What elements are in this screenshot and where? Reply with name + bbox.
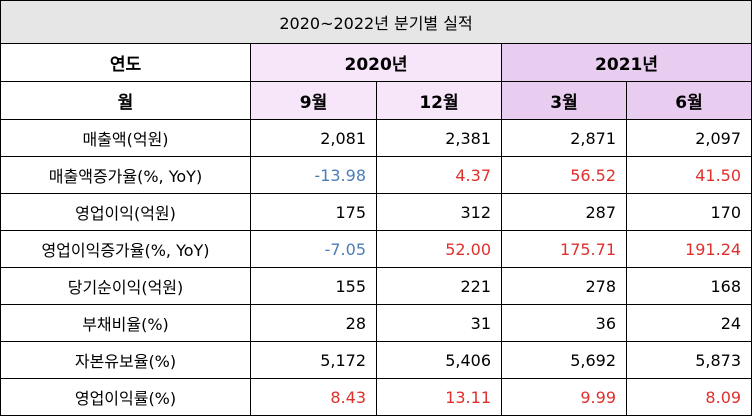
value-cell: 31 [376, 304, 502, 342]
value-cell: 36 [501, 304, 627, 342]
value-cell: 287 [501, 193, 627, 231]
value-cell: 5,692 [501, 341, 627, 379]
value-cell: 41.50 [625, 156, 752, 194]
value-cell: 8.09 [625, 378, 752, 416]
table-row: 당기순이익(억원) 155 221 278 168 [0, 267, 752, 305]
table-row: 영업이익(억원) 175 312 287 170 [0, 193, 752, 231]
table-row: 매출액(억원) 2,081 2,381 2,871 2,097 [0, 119, 752, 157]
value-cell: 13.11 [376, 378, 502, 416]
quarter-header-2020-12: 12월 [376, 81, 502, 120]
row-label: 매출액증가율(%, YoY) [0, 156, 251, 194]
value-cell: 52.00 [376, 230, 502, 268]
quarter-header-2021-06: 6월 [625, 81, 752, 120]
value-cell: 8.43 [250, 378, 377, 416]
value-cell: 4.37 [376, 156, 502, 194]
row-label: 매출액(억원) [0, 119, 251, 157]
quarter-header-2020-09: 9월 [250, 81, 377, 120]
table-row: 매출액증가율(%, YoY) -13.98 4.37 56.52 41.50 [0, 156, 752, 194]
value-cell: 168 [625, 267, 752, 305]
row-label: 영업이익(억원) [0, 193, 251, 231]
value-cell: 175.71 [501, 230, 627, 268]
value-cell: 2,381 [376, 119, 502, 157]
row-label: 영업이익률(%) [0, 378, 251, 416]
value-cell: 191.24 [625, 230, 752, 268]
table-row: 영업이익증가율(%, YoY) -7.05 52.00 175.71 191.24 [0, 230, 752, 268]
value-cell: -13.98 [250, 156, 377, 194]
row-label: 부채비율(%) [0, 304, 251, 342]
title-row: 2020~2022년 분기별 실적 [0, 0, 752, 44]
year-2021-header: 2021년 [500, 43, 752, 82]
value-cell: -7.05 [250, 230, 377, 268]
quarter-header-2021-03: 3월 [501, 81, 627, 120]
year-header-row: 연도 2020년 2021년 [0, 43, 752, 82]
value-cell: 2,097 [625, 119, 752, 157]
value-cell: 155 [250, 267, 377, 305]
value-cell: 9.99 [501, 378, 627, 416]
value-cell: 175 [250, 193, 377, 231]
value-cell: 24 [625, 304, 752, 342]
value-cell: 170 [625, 193, 752, 231]
table-row: 부채비율(%) 28 31 36 24 [0, 304, 752, 342]
value-cell: 5,406 [376, 341, 502, 379]
row-label: 자본유보율(%) [0, 341, 251, 379]
value-cell: 278 [501, 267, 627, 305]
table-row: 영업이익률(%) 8.43 13.11 9.99 8.09 [0, 378, 752, 416]
year-header-label: 연도 [0, 43, 251, 82]
value-cell: 28 [250, 304, 377, 342]
table-body: 매출액(억원) 2,081 2,381 2,871 2,097 매출액증가율(%, YoY… [0, 119, 752, 416]
value-cell: 2,871 [501, 119, 627, 157]
table-row: 자본유보율(%) 5,172 5,406 5,692 5,873 [0, 341, 752, 379]
value-cell: 5,172 [250, 341, 377, 379]
month-header-label: 월 [0, 81, 251, 120]
value-cell: 312 [376, 193, 502, 231]
value-cell: 56.52 [501, 156, 627, 194]
table-title: 2020~2022년 분기별 실적 [0, 0, 752, 44]
row-label: 영업이익증가율(%, YoY) [0, 230, 251, 268]
value-cell: 221 [376, 267, 502, 305]
value-cell: 5,873 [625, 341, 752, 379]
year-2020-header: 2020년 [250, 43, 502, 82]
value-cell: 2,081 [250, 119, 377, 157]
month-header-row: 월 9월 12월 3월 6월 [0, 81, 752, 120]
row-label: 당기순이익(억원) [0, 267, 251, 305]
